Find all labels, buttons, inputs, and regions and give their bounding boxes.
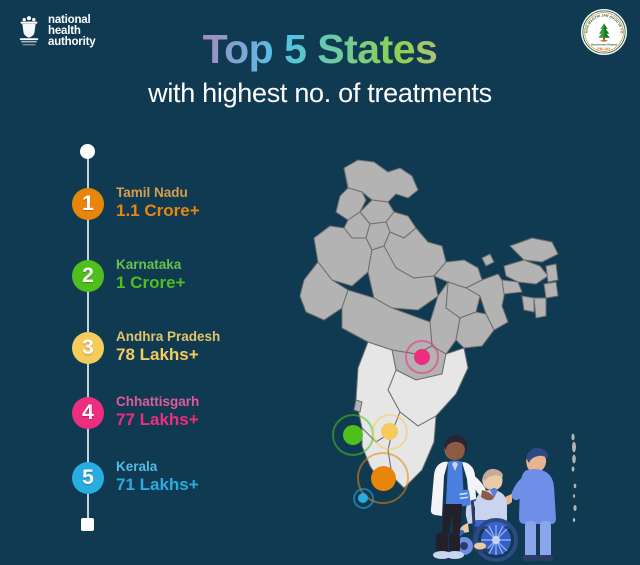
rank-badge: 4 [72,397,104,429]
rank-text-group: Kerala 71 Lakhs+ [116,459,199,495]
rank-text-group: Tamil Nadu 1.1 Crore+ [116,185,200,221]
state-odisha [455,311,495,349]
state-name: Karnataka [116,257,182,272]
state-ladakh [343,159,419,203]
state-tripura [521,295,535,313]
ayushman-bharat-pmjay-logo: PRADHAN MANTRI JAN AROGYA YOJANA Ayushma… [580,8,627,55]
healthcare-people-illustration [430,435,556,562]
state-assam [503,259,549,285]
rank-text-group: Chhattisgarh 77 Lakhs+ [116,394,199,430]
female-doctor-white-coat [430,435,494,559]
page-subtitle: with highest no. of treatments [148,78,492,108]
india-map-container [296,150,596,520]
state-name: Kerala [116,459,158,474]
marker-halo [356,451,410,505]
marker-core [381,423,399,441]
timeline-cap-top [80,144,95,159]
svg-text:PM-JAY: PM-JAY [597,47,611,51]
state-nagaland [545,263,559,283]
state-name: Chhattisgarh [116,394,200,409]
rank-row: 4 Chhattisgarh 77 Lakhs+ [72,394,252,455]
page-title: Top 5 States [0,26,640,73]
nha-logo: national health authority [16,13,96,48]
marker-core [358,493,368,503]
state-goa [353,399,363,413]
state-name: Andhra Pradesh [116,329,221,344]
rank-row: 1 Tamil Nadu 1.1 Crore+ [72,185,252,246]
marker-halo [372,414,408,450]
marker-core [343,425,363,445]
andhra-pradesh-marker [372,414,408,450]
marker-core [370,465,396,491]
treatment-count: 77 Lakhs+ [116,410,199,429]
state-arunachal [509,237,559,263]
elderly-patient-in-wheelchair [453,468,518,562]
rank-badge: 5 [72,462,104,494]
marker-core [413,348,430,365]
state-meghalaya [501,279,523,295]
chhattisgarh-marker [405,340,439,374]
ranking-timeline: 1 Tamil Nadu 1.1 Crore+ 2 Karnataka 1 Crore+ 3… [72,144,252,534]
svg-text:Ayushman Bharat: Ayushman Bharat [591,42,617,46]
treatment-count: 1 Crore+ [116,273,186,292]
kerala-marker [352,487,374,509]
marker-halo [352,487,374,509]
tamil-nadu-marker [356,451,410,505]
treatment-count: 71 Lakhs+ [116,475,199,494]
marker-halo [405,340,439,374]
rank-text-group: Andhra Pradesh 78 Lakhs+ [116,329,220,365]
state-name: Tamil Nadu [116,185,188,200]
nha-wordmark: national health authority [48,13,96,48]
andaman-nicobar-islands [571,433,577,522]
treatment-count: 78 Lakhs+ [116,345,199,364]
karnataka-marker [332,414,374,456]
rank-row: 2 Karnataka 1 Crore+ [72,257,252,318]
timeline-cap-bottom [81,518,94,531]
rank-row: 3 Andhra Pradesh 78 Lakhs+ [72,329,252,390]
state-manipur [543,281,559,299]
state-mizoram [533,297,547,319]
treatment-count: 1.1 Crore+ [116,201,200,220]
rank-badge: 2 [72,260,104,292]
rank-row: 5 Kerala 71 Lakhs+ [72,459,252,520]
rank-badge: 3 [72,332,104,364]
rank-badge: 1 [72,188,104,220]
state-sikkim [481,253,495,267]
india-emblem-icon [19,16,39,46]
rank-text-group: Karnataka 1 Crore+ [116,257,185,293]
